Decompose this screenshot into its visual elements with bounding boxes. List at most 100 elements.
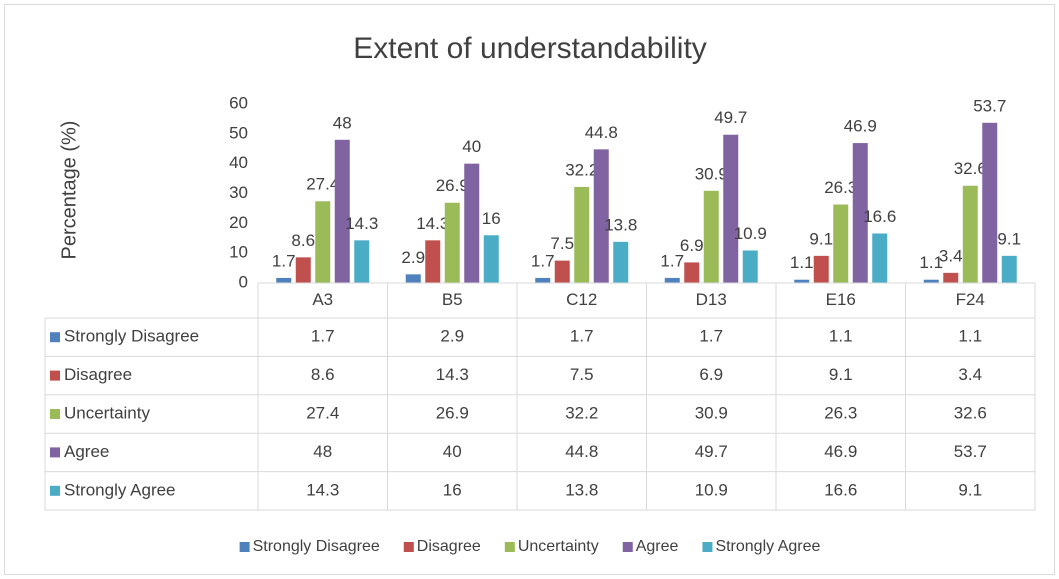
y-tick-label: 30: [229, 183, 248, 202]
data-label: 10.9: [734, 224, 767, 243]
table-cell: 9.1: [958, 480, 982, 499]
data-label: 2.9: [401, 248, 425, 267]
bar: [315, 201, 331, 283]
data-label: 1.1: [919, 253, 943, 272]
table-cell: 26.9: [436, 403, 469, 422]
table-cell: 1.7: [311, 327, 335, 346]
table-cell: 46.9: [824, 442, 857, 461]
y-tick-label: 60: [229, 93, 248, 112]
bar: [295, 257, 311, 283]
bar: [723, 134, 739, 283]
x-tick-label: D13: [696, 290, 727, 309]
legend-key: [504, 542, 515, 552]
bar: [872, 233, 888, 283]
x-tick-label: A3: [312, 290, 333, 309]
table-cell: 8.6: [311, 365, 335, 384]
bar: [1001, 255, 1017, 283]
bar: [794, 279, 810, 283]
table-cell: 44.8: [565, 442, 598, 461]
data-label: 16: [482, 209, 501, 228]
table-cell: 13.8: [565, 480, 598, 499]
legend-label: Disagree: [417, 538, 481, 555]
table-cell: 16.6: [824, 480, 857, 499]
legend-label: Agree: [636, 538, 679, 555]
table-legend-key: [50, 370, 60, 381]
table-cell: 7.5: [570, 365, 594, 384]
data-label: 26.3: [824, 178, 857, 197]
table-cell: 1.1: [958, 327, 982, 346]
legend-key: [403, 542, 414, 552]
bar: [613, 241, 629, 283]
legend-label: Uncertainty: [518, 538, 599, 555]
table-cell: 1.1: [829, 327, 853, 346]
x-tick-label: B5: [442, 290, 463, 309]
table-cell: 1.7: [699, 327, 723, 346]
data-label: 1.1: [790, 253, 814, 272]
data-label: 1.7: [272, 251, 296, 270]
bar: [554, 260, 570, 283]
data-label: 3.4: [939, 246, 963, 265]
legend-key: [622, 542, 633, 552]
table-cell: 16: [443, 480, 462, 499]
y-tick-label: 20: [229, 213, 248, 232]
y-tick-label: 0: [239, 272, 248, 291]
data-label: 14.3: [416, 214, 449, 233]
table-legend-key: [50, 447, 60, 458]
table-cell: 6.9: [699, 365, 723, 384]
bar: [943, 272, 959, 283]
legend-key: [702, 542, 713, 552]
y-tick-label: 10: [229, 243, 248, 262]
table-cell: 48: [313, 442, 332, 461]
table-row-header: Agree: [64, 442, 109, 461]
data-label: 40: [462, 137, 481, 156]
bar: [833, 204, 849, 283]
bar: [664, 277, 680, 283]
bar: [982, 122, 998, 283]
bar: [444, 202, 460, 283]
bar: [464, 163, 480, 283]
bar: [684, 262, 700, 283]
table-cell: 1.7: [570, 327, 594, 346]
x-tick-label: F24: [956, 290, 985, 309]
table-cell: 32.2: [565, 403, 598, 422]
data-label: 32.2: [565, 160, 598, 179]
bar: [923, 279, 939, 283]
table-cell: 14.3: [436, 365, 469, 384]
data-label: 8.6: [291, 231, 315, 250]
bar: [703, 190, 719, 283]
table-cell: 2.9: [440, 327, 464, 346]
data-label: 1.7: [660, 251, 684, 270]
data-label: 27.4: [306, 175, 339, 194]
data-label: 14.3: [345, 214, 378, 233]
data-label: 16.6: [863, 207, 896, 226]
data-label: 48: [333, 113, 352, 132]
data-label: 7.5: [550, 234, 574, 253]
table-cell: 26.3: [824, 403, 857, 422]
legend: Strongly Disagree Disagree Uncertainty Agre…: [239, 538, 820, 555]
bar: [334, 139, 350, 283]
legend-label: Strongly Disagree: [253, 538, 380, 555]
table-legend-key: [50, 332, 60, 343]
table-cell: 32.6: [954, 403, 987, 422]
legend-label: Strongly Agree: [715, 538, 820, 555]
data-label: 46.9: [844, 117, 877, 136]
data-label: 30.9: [695, 164, 728, 183]
data-label: 49.7: [714, 108, 747, 127]
bar: [962, 185, 978, 283]
table-cell: 53.7: [954, 442, 987, 461]
table-row-header: Disagree: [64, 365, 132, 384]
bar: [276, 277, 292, 283]
data-label: 32.6: [954, 159, 987, 178]
x-tick-label: E16: [826, 290, 856, 309]
table-cell: 10.9: [695, 480, 728, 499]
table-cell: 30.9: [695, 403, 728, 422]
bar: [354, 240, 370, 283]
bar: [574, 186, 590, 283]
table-legend-key: [50, 485, 60, 496]
legend-key: [239, 542, 250, 552]
data-label: 9.1: [997, 229, 1021, 248]
y-tick-label: 50: [229, 123, 248, 142]
bar: [535, 277, 551, 283]
table-cell: 3.4: [958, 365, 982, 384]
